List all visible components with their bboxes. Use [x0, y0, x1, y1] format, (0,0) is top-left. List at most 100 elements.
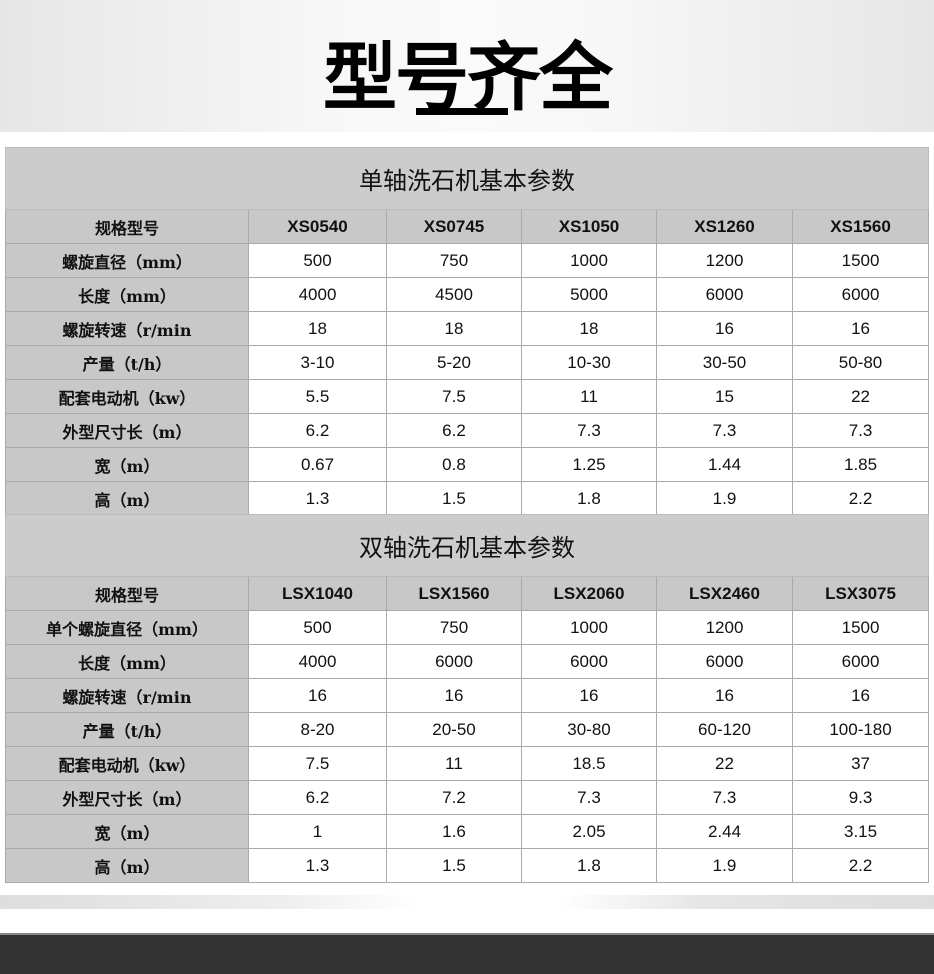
- value-cell: 7.3: [656, 780, 793, 815]
- header-label: 规格型号: [5, 209, 249, 244]
- model-header: XS1260: [656, 209, 793, 244]
- value-cell: 30-80: [521, 712, 657, 747]
- model-header: LSX2460: [656, 576, 793, 611]
- hero-banner: 型号齐全: [0, 0, 934, 132]
- divider-band: [0, 895, 934, 909]
- value-cell: 60-120: [656, 712, 793, 747]
- value-cell: 2.2: [791, 481, 930, 516]
- row-label: 外型尺寸长（m）: [5, 413, 249, 448]
- model-header: XS1050: [521, 209, 657, 244]
- value-cell: 1500: [791, 243, 930, 278]
- value-cell: 22: [656, 746, 793, 781]
- table-row: 外型尺寸长（m） 6.2 7.2 7.3 7.3 9.3: [5, 780, 930, 815]
- table-row: 单个螺旋直径（mm） 500 750 1000 1200 1500: [5, 610, 930, 645]
- value-cell: 50-80: [791, 345, 930, 380]
- row-label: 高（m）: [5, 848, 249, 883]
- value-cell: 6.2: [248, 780, 387, 815]
- table-row: 螺旋直径（mm） 500 750 1000 1200 1500: [5, 243, 930, 278]
- model-header: LSX3075: [791, 576, 930, 611]
- value-cell: 7.3: [656, 413, 793, 448]
- value-cell: 1: [248, 814, 387, 849]
- model-header: LSX2060: [521, 576, 657, 611]
- value-cell: 11: [521, 379, 657, 414]
- table-row: 长度（mm） 4000 6000 6000 6000 6000: [5, 644, 930, 679]
- row-label: 宽（m）: [5, 814, 249, 849]
- table-row: 产量（t/h） 8-20 20-50 30-80 60-120 100-180: [5, 712, 930, 747]
- value-cell: 7.3: [521, 780, 657, 815]
- value-cell: 6.2: [248, 413, 387, 448]
- value-cell: 1000: [521, 243, 657, 278]
- table-caption: 双轴洗石机基本参数: [4, 514, 930, 577]
- single-shaft-spec-table: 单轴洗石机基本参数 规格型号 XS0540 XS0745 XS1050 XS1260 XS1…: [4, 147, 930, 516]
- value-cell: 1.85: [791, 447, 930, 482]
- value-cell: 3.15: [791, 814, 930, 849]
- value-cell: 1.3: [248, 848, 387, 883]
- row-label: 长度（mm）: [5, 277, 249, 312]
- value-cell: 9.3: [791, 780, 930, 815]
- value-cell: 3-10: [248, 345, 387, 380]
- value-cell: 16: [791, 678, 930, 713]
- value-cell: 1.3: [248, 481, 387, 516]
- value-cell: 6000: [386, 644, 522, 679]
- value-cell: 16: [791, 311, 930, 346]
- table-row: 产量（t/h） 3-10 5-20 10-30 30-50 50-80: [5, 345, 930, 380]
- value-cell: 11: [386, 746, 522, 781]
- value-cell: 7.2: [386, 780, 522, 815]
- row-label: 产量（t/h）: [5, 345, 249, 380]
- value-cell: 18: [386, 311, 522, 346]
- value-cell: 1.5: [386, 848, 522, 883]
- table-row: 长度（mm） 4000 4500 5000 6000 6000: [5, 277, 930, 312]
- value-cell: 7.5: [386, 379, 522, 414]
- model-header: LSX1040: [248, 576, 387, 611]
- value-cell: 8-20: [248, 712, 387, 747]
- value-cell: 2.2: [791, 848, 930, 883]
- value-cell: 4500: [386, 277, 522, 312]
- value-cell: 5.5: [248, 379, 387, 414]
- value-cell: 1200: [656, 610, 793, 645]
- double-shaft-spec-table: 双轴洗石机基本参数 规格型号 LSX1040 LSX1560 LSX2060 LSX246…: [4, 514, 930, 883]
- table-row: 外型尺寸长（m） 6.2 6.2 7.3 7.3 7.3: [5, 413, 930, 448]
- value-cell: 18.5: [521, 746, 657, 781]
- value-cell: 1500: [791, 610, 930, 645]
- model-header: XS0745: [386, 209, 522, 244]
- value-cell: 1.5: [386, 481, 522, 516]
- row-label: 螺旋直径（mm）: [5, 243, 249, 278]
- value-cell: 7.3: [791, 413, 930, 448]
- table-row: 配套电动机（kw） 5.5 7.5 11 15 22: [5, 379, 930, 414]
- table-caption: 单轴洗石机基本参数: [4, 147, 930, 210]
- value-cell: 5-20: [386, 345, 522, 380]
- table-header-row: 规格型号 LSX1040 LSX1560 LSX2060 LSX2460 LSX3075: [5, 576, 930, 611]
- value-cell: 0.8: [386, 447, 522, 482]
- row-label: 配套电动机（kw）: [5, 379, 249, 414]
- table-row: 螺旋转速（r/min 16 16 16 16 16: [5, 678, 930, 713]
- row-label: 螺旋转速（r/min: [5, 311, 249, 346]
- value-cell: 1.6: [386, 814, 522, 849]
- value-cell: 10-30: [521, 345, 657, 380]
- value-cell: 500: [248, 610, 387, 645]
- row-label: 配套电动机（kw）: [5, 746, 249, 781]
- value-cell: 16: [248, 678, 387, 713]
- page-title: 型号齐全: [323, 35, 613, 121]
- value-cell: 5000: [521, 277, 657, 312]
- value-cell: 20-50: [386, 712, 522, 747]
- value-cell: 6000: [521, 644, 657, 679]
- value-cell: 750: [386, 243, 522, 278]
- value-cell: 500: [248, 243, 387, 278]
- value-cell: 6000: [791, 277, 930, 312]
- value-cell: 30-50: [656, 345, 793, 380]
- value-cell: 750: [386, 610, 522, 645]
- value-cell: 1.8: [521, 481, 657, 516]
- value-cell: 37: [791, 746, 930, 781]
- value-cell: 18: [521, 311, 657, 346]
- value-cell: 7.5: [248, 746, 387, 781]
- value-cell: 18: [248, 311, 387, 346]
- value-cell: 16: [521, 678, 657, 713]
- value-cell: 1200: [656, 243, 793, 278]
- row-label: 高（m）: [5, 481, 249, 516]
- value-cell: 6000: [656, 277, 793, 312]
- value-cell: 1.44: [656, 447, 793, 482]
- table-row: 宽（m） 1 1.6 2.05 2.44 3.15: [5, 814, 930, 849]
- value-cell: 7.3: [521, 413, 657, 448]
- footer-bar: [0, 933, 934, 974]
- value-cell: 22: [791, 379, 930, 414]
